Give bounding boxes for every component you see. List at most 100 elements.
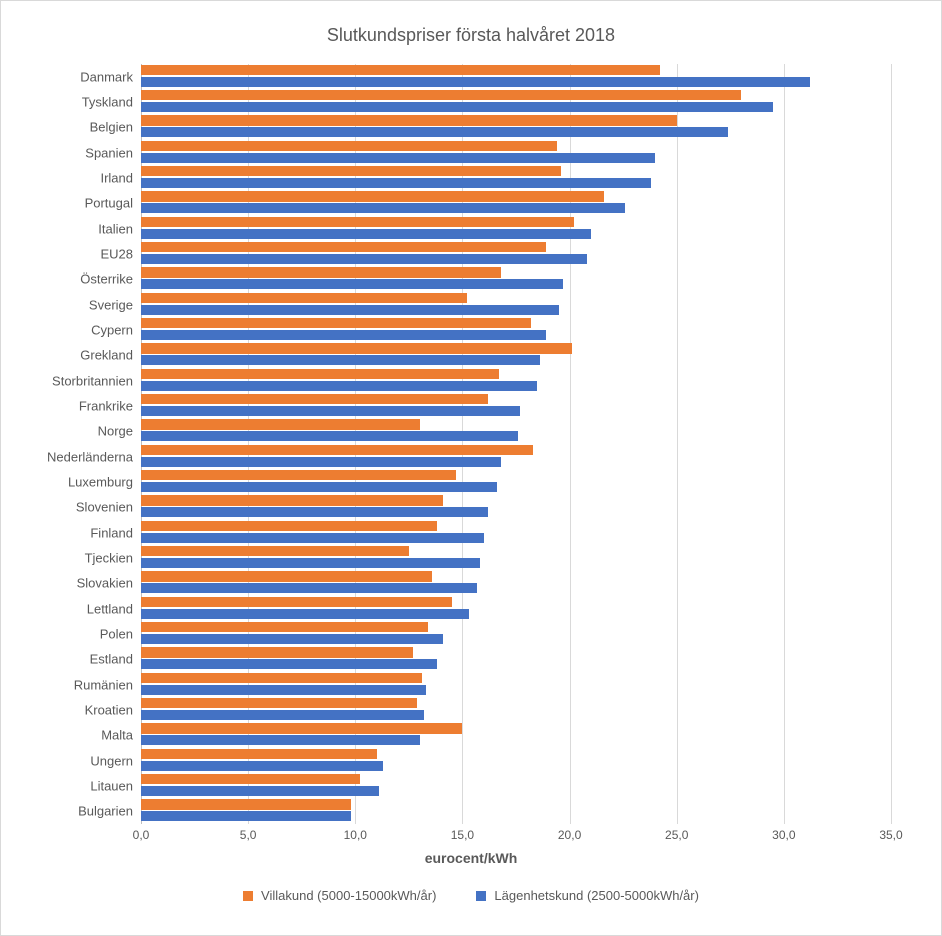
bar-villa: [141, 90, 741, 100]
bar-lagen: [141, 254, 587, 264]
category-row: Lettland: [141, 596, 891, 621]
category-row: Frankrike: [141, 393, 891, 418]
bar-lagen: [141, 761, 383, 771]
bar-lagen: [141, 786, 379, 796]
category-label: Polen: [100, 626, 141, 641]
bar-villa: [141, 267, 501, 277]
bar-villa: [141, 495, 443, 505]
bar-villa: [141, 141, 557, 151]
category-label: Bulgarien: [78, 804, 141, 819]
bar-lagen: [141, 102, 773, 112]
category-row: Litauen: [141, 773, 891, 798]
bar-lagen: [141, 583, 477, 593]
legend-swatch-icon: [243, 891, 253, 901]
category-label: Tyskland: [82, 94, 141, 109]
category-label: Slovakien: [77, 576, 141, 591]
category-label: EU28: [100, 246, 141, 261]
x-tick-label: 5,0: [240, 828, 257, 842]
category-row: Sverige: [141, 292, 891, 317]
category-label: Portugal: [85, 196, 141, 211]
bar-villa: [141, 293, 467, 303]
category-row: Tyskland: [141, 89, 891, 114]
bar-lagen: [141, 482, 497, 492]
bar-villa: [141, 799, 351, 809]
category-row: Estland: [141, 647, 891, 672]
bar-lagen: [141, 330, 546, 340]
legend: Villakund (5000-15000kWh/år) Lägenhetsku…: [21, 888, 921, 903]
category-row: Irland: [141, 165, 891, 190]
bar-villa: [141, 217, 574, 227]
bar-lagen: [141, 609, 469, 619]
category-label: Estland: [90, 652, 141, 667]
bar-villa: [141, 647, 413, 657]
category-row: Rumänien: [141, 672, 891, 697]
x-tick-label: 25,0: [665, 828, 688, 842]
bar-lagen: [141, 203, 625, 213]
bar-villa: [141, 470, 456, 480]
category-label: Ungern: [90, 753, 141, 768]
bar-villa: [141, 622, 428, 632]
category-label: Frankrike: [79, 398, 141, 413]
bar-villa: [141, 571, 432, 581]
category-row: Storbritannien: [141, 368, 891, 393]
bar-lagen: [141, 507, 488, 517]
bar-villa: [141, 369, 499, 379]
category-label: Belgien: [90, 120, 141, 135]
category-row: Nederländerna: [141, 444, 891, 469]
bar-villa: [141, 115, 677, 125]
bar-lagen: [141, 735, 420, 745]
category-row: Slovakien: [141, 571, 891, 596]
bar-lagen: [141, 279, 563, 289]
category-label: Sverige: [89, 297, 141, 312]
x-tick-label: 20,0: [558, 828, 581, 842]
x-axis-title: eurocent/kWh: [21, 850, 921, 866]
bar-lagen: [141, 710, 424, 720]
bar-villa: [141, 749, 377, 759]
bar-villa: [141, 723, 462, 733]
category-label: Österrike: [80, 272, 141, 287]
bar-lagen: [141, 659, 437, 669]
category-row: Bulgarien: [141, 799, 891, 824]
x-tick-label: 30,0: [772, 828, 795, 842]
category-label: Finland: [90, 525, 141, 540]
category-row: Portugal: [141, 191, 891, 216]
bar-lagen: [141, 77, 810, 87]
bar-villa: [141, 242, 546, 252]
bar-villa: [141, 673, 422, 683]
category-label: Malta: [101, 728, 141, 743]
legend-label: Villakund (5000-15000kWh/år): [261, 888, 436, 903]
category-label: Lettland: [87, 601, 141, 616]
legend-item-villa: Villakund (5000-15000kWh/år): [243, 888, 436, 903]
bar-villa: [141, 343, 572, 353]
category-label: Norge: [98, 424, 141, 439]
category-label: Nederländerna: [47, 449, 141, 464]
category-row: Belgien: [141, 115, 891, 140]
category-label: Luxemburg: [68, 474, 141, 489]
bar-villa: [141, 698, 417, 708]
category-label: Tjeckien: [85, 550, 141, 565]
bar-lagen: [141, 178, 651, 188]
bar-lagen: [141, 127, 728, 137]
category-row: Italien: [141, 216, 891, 241]
bar-villa: [141, 546, 409, 556]
bar-lagen: [141, 406, 520, 416]
x-tick-label: 10,0: [344, 828, 367, 842]
bar-lagen: [141, 558, 480, 568]
category-label: Rumänien: [74, 677, 141, 692]
legend-swatch-icon: [476, 891, 486, 901]
bar-lagen: [141, 811, 351, 821]
legend-label: Lägenhetskund (2500-5000kWh/år): [494, 888, 699, 903]
bar-villa: [141, 191, 604, 201]
bar-lagen: [141, 355, 540, 365]
bar-villa: [141, 166, 561, 176]
bar-villa: [141, 65, 660, 75]
category-row: Polen: [141, 621, 891, 646]
bar-villa: [141, 597, 452, 607]
grid-line: [891, 64, 892, 824]
category-row: Slovenien: [141, 495, 891, 520]
plot-area: DanmarkTysklandBelgienSpanienIrlandPortu…: [141, 64, 891, 824]
bar-villa: [141, 774, 360, 784]
x-tick-label: 35,0: [879, 828, 902, 842]
category-label: Litauen: [90, 778, 141, 793]
chart-title: Slutkundspriser första halvåret 2018: [21, 25, 921, 46]
